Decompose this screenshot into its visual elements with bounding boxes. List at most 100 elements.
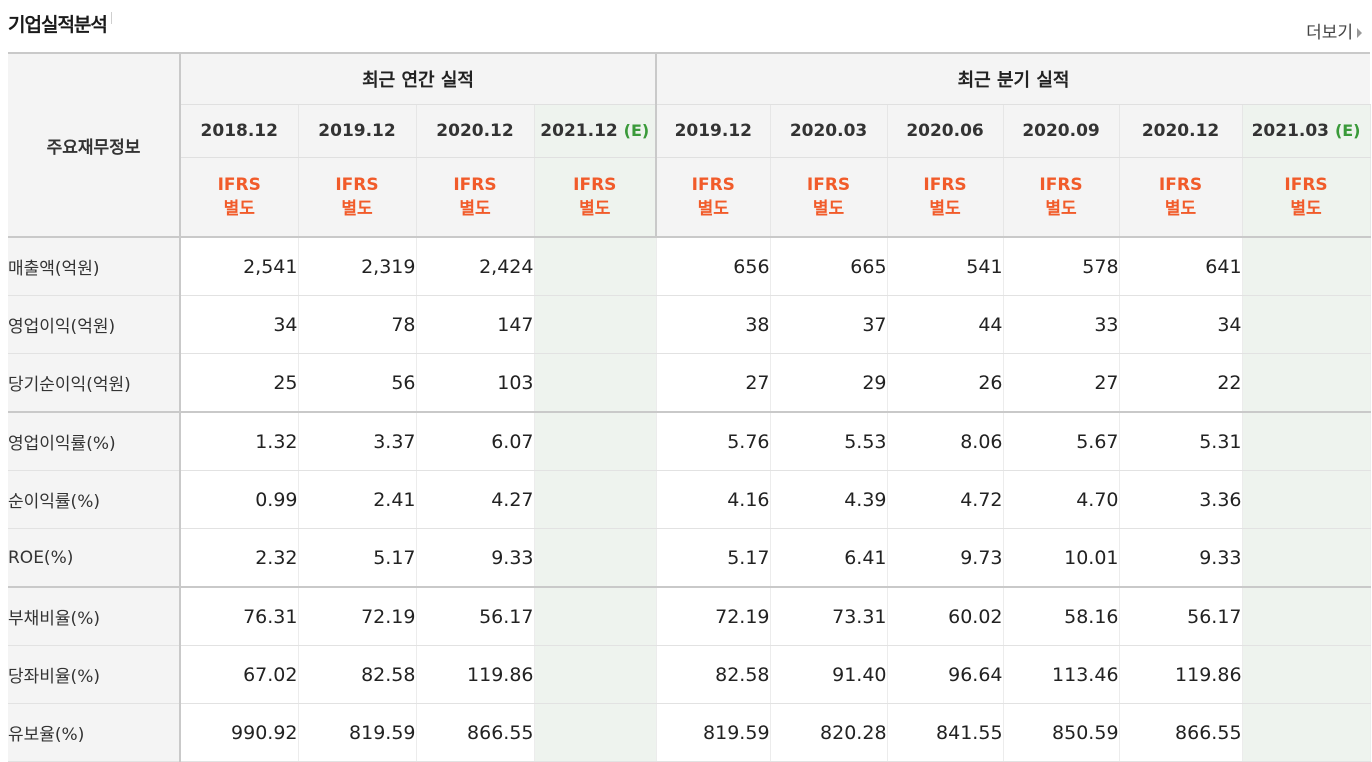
annual-value-cell [534,237,657,296]
annual-value-cell: 2.41 [298,470,417,529]
quarter-period-1: 2020.03 [770,104,888,158]
table-row: 당좌비율(%) 67.02 82.58 119.86 82.58 91.40 96.64 11… [8,645,1371,704]
quarter-value-cell: 4.16 [656,470,771,529]
quarter-value-cell: 9.33 [1119,528,1243,588]
annual-value-cell: 78 [298,295,417,354]
annual-ifrs-3: IFRS 별도 [534,157,658,238]
quarter-value-cell: 5.76 [656,411,771,471]
period-date: 2019.12 [318,121,396,141]
quarter-ifrs-5: IFRS 별도 [1242,157,1371,238]
quarter-value-cell [1242,703,1371,762]
ifrs-basis-label: 별도 [929,199,961,219]
annual-value-cell: 82.58 [298,645,417,704]
annual-period-0: 2018.12 [180,104,299,158]
quarter-value-cell: 60.02 [887,586,1004,646]
quarter-value-cell: 27 [656,353,771,413]
ifrs-basis-label: 별도 [1045,199,1077,219]
annual-value-cell [534,295,657,354]
annual-group-header: 최근 연간 실적 [180,53,658,105]
quarter-value-cell: 819.59 [656,703,771,762]
annual-value-cell: 56.17 [416,586,535,646]
period-date: 2020.12 [1141,121,1220,141]
chevron-right-icon [1357,28,1362,38]
quarter-value-cell: 850.59 [1003,703,1120,762]
ifrs-basis-label: 별도 [579,199,611,219]
table-row: 영업이익률(%) 1.32 3.37 6.07 5.76 5.53 8.06 5.67 5.31 [8,411,1371,471]
annual-value-cell: 819.59 [298,703,417,762]
annual-value-cell [534,470,657,529]
quarter-ifrs-4: IFRS 별도 [1119,157,1243,238]
quarter-value-cell: 119.86 [1119,645,1243,704]
period-date: 2020.06 [906,121,984,141]
annual-value-cell: 2,424 [416,237,535,296]
table-row: 영업이익(억원) 34 78 147 38 37 44 33 34 [8,295,1371,354]
row-label: ROE(%) [8,528,181,588]
annual-ifrs-1: IFRS 별도 [298,157,417,238]
annual-value-cell: 5.17 [298,528,417,588]
annual-value-cell: 25 [180,353,299,413]
annual-value-cell: 2.32 [180,528,299,588]
estimate-flag: (E) [1334,121,1361,140]
quarter-value-cell [1242,528,1371,588]
annual-value-cell [534,411,657,471]
period-date: 2021.12 [540,121,618,141]
quarter-value-cell: 656 [656,237,771,296]
ifrs-label: IFRS [1158,175,1203,195]
quarter-value-cell: 44 [887,295,1004,354]
quarter-value-cell: 29 [770,353,888,413]
annual-value-cell: 2,319 [298,237,417,296]
annual-value-cell [534,586,657,646]
section-header: 기업실적분석 더보기 [0,0,1372,52]
table-row: 유보율(%) 990.92 819.59 866.55 819.59 820.28 841.… [8,703,1371,762]
quarter-period-5: 2021.03 (E) [1242,104,1371,158]
ifrs-label: IFRS [923,175,967,195]
quarter-value-cell: 37 [770,295,888,354]
annual-value-cell: 72.19 [298,586,417,646]
corner-label: 주요재무정보 [8,53,181,238]
quarter-period-4: 2020.12 [1119,104,1243,158]
annual-value-cell: 119.86 [416,645,535,704]
title-divider [110,12,112,24]
section-title: 기업실적분석 [8,10,112,37]
annual-value-cell: 1.32 [180,411,299,471]
quarter-value-cell: 5.53 [770,411,888,471]
quarter-value-cell: 72.19 [656,586,771,646]
quarter-group-header: 최근 분기 실적 [656,53,1371,105]
annual-value-cell [534,703,657,762]
annual-value-cell: 6.07 [416,411,535,471]
quarter-value-cell: 33 [1003,295,1120,354]
ifrs-basis-label: 별도 [459,199,491,219]
quarter-value-cell: 34 [1119,295,1243,354]
quarter-period-3: 2020.09 [1003,104,1120,158]
quarter-ifrs-3: IFRS 별도 [1003,157,1120,238]
row-label: 매출액(억원) [8,237,181,296]
ifrs-basis-label: 별도 [1290,199,1322,219]
quarter-value-cell: 82.58 [656,645,771,704]
ifrs-basis-label: 별도 [697,199,729,219]
quarter-value-cell: 38 [656,295,771,354]
annual-period-3: 2021.12 (E) [534,104,658,158]
quarter-value-cell: 56.17 [1119,586,1243,646]
ifrs-label: IFRS [1284,175,1328,195]
row-label: 순이익률(%) [8,470,181,529]
quarter-value-cell [1242,353,1371,413]
annual-value-cell: 67.02 [180,645,299,704]
more-link[interactable]: 더보기 [1306,18,1362,43]
annual-value-cell: 34 [180,295,299,354]
quarter-value-cell: 4.39 [770,470,888,529]
period-date: 2020.12 [436,121,514,141]
quarter-period-2: 2020.06 [887,104,1004,158]
annual-value-cell: 0.99 [180,470,299,529]
quarter-value-cell: 841.55 [887,703,1004,762]
ifrs-label: IFRS [453,175,497,195]
quarter-value-cell: 866.55 [1119,703,1243,762]
quarter-value-cell: 27 [1003,353,1120,413]
table-row: 매출액(억원) 2,541 2,319 2,424 656 665 541 578 641 [8,237,1371,296]
quarter-ifrs-2: IFRS 별도 [887,157,1004,238]
period-date: 2020.03 [789,121,868,141]
quarter-value-cell: 91.40 [770,645,888,704]
annual-period-2: 2020.12 [416,104,535,158]
quarter-value-cell: 641 [1119,237,1243,296]
quarter-value-cell: 820.28 [770,703,888,762]
quarter-value-cell [1242,237,1371,296]
